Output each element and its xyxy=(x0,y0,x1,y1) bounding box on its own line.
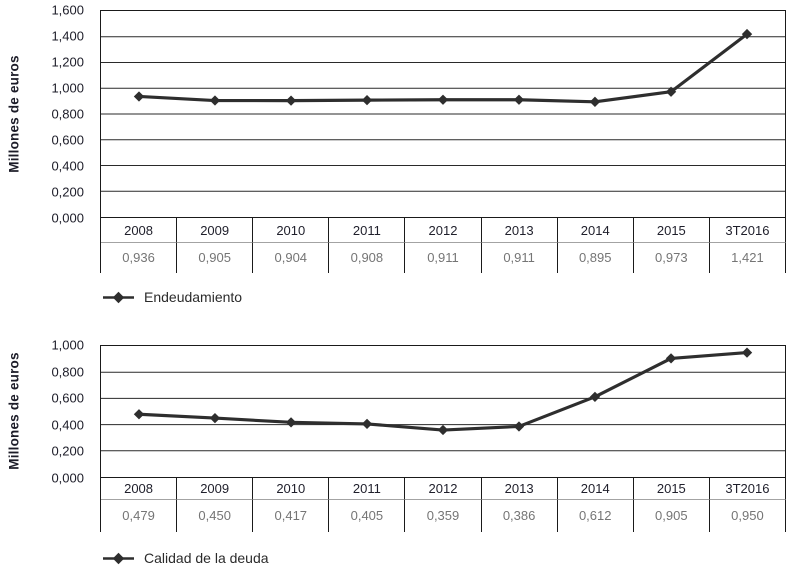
table-year-cell: 2011 xyxy=(329,478,406,500)
y-axis-tick-label: 1,600 xyxy=(51,2,84,18)
y-axis-tick-label: 1,400 xyxy=(51,28,84,44)
table-value-cell: 0,936 xyxy=(101,243,178,273)
table-year-cell: 2010 xyxy=(253,478,330,500)
data-point-marker xyxy=(133,409,145,420)
data-point-marker xyxy=(437,94,449,105)
plot-area xyxy=(100,345,786,478)
series-line xyxy=(137,351,749,432)
table-value-cell: 0,450 xyxy=(177,500,254,532)
legend-diamond-marker-icon xyxy=(103,291,134,303)
table-value-cell: 0,908 xyxy=(329,243,406,273)
table-value-cell: 0,905 xyxy=(634,500,710,532)
table-value-cell: 0,405 xyxy=(329,500,406,532)
table-value-row: 0,936 0,905 0,904 0,908 0,911 0,911 0,895 0,973… xyxy=(101,243,786,273)
line-chart-canvas xyxy=(101,347,785,452)
table-value-cell: 0,895 xyxy=(558,243,634,273)
data-point-marker xyxy=(513,421,525,432)
data-point-marker xyxy=(513,94,525,105)
table-value-cell: 0,973 xyxy=(634,243,710,273)
table-year-cell: 2010 xyxy=(253,218,330,243)
table-year-cell: 2014 xyxy=(557,218,634,243)
data-point-marker xyxy=(133,91,145,102)
table-year-cell: 3T2016 xyxy=(709,218,786,243)
legend-diamond-marker-icon xyxy=(103,552,134,564)
data-point-marker xyxy=(589,391,601,402)
y-axis-tick-label: 0,800 xyxy=(51,106,84,122)
data-point-marker xyxy=(665,86,677,97)
y-axis-tick-label: 0,200 xyxy=(51,443,84,459)
data-table: 2008 2009 2010 2011 2012 2013 2014 2015 3T2016 0… xyxy=(100,218,786,273)
y-axis-tick-label: 0,000 xyxy=(51,210,84,226)
y-axis-tick-labels: 1,000 0,800 0,600 0,400 0,200 0,000 xyxy=(0,0,88,568)
table-value-cell: 0,904 xyxy=(253,243,330,273)
table-value-row: 0,479 0,450 0,417 0,405 0,359 0,386 0,612 0,905… xyxy=(101,500,786,532)
y-axis-tick-label: 0,600 xyxy=(51,132,84,148)
data-point-marker xyxy=(437,424,449,436)
table-value-cell: 0,950 xyxy=(710,500,786,532)
plot-area xyxy=(100,10,786,218)
legend-label: Calidad de la deuda xyxy=(144,550,269,566)
y-axis-tick-label: 0,600 xyxy=(51,390,84,406)
table-year-cell: 2012 xyxy=(405,218,482,243)
table-value-cell: 0,911 xyxy=(482,243,558,273)
data-point-marker xyxy=(209,412,221,424)
table-value-cell: 0,905 xyxy=(177,243,254,273)
data-point-marker xyxy=(361,418,373,430)
y-axis-tick-label: 0,000 xyxy=(51,470,84,486)
legend: Calidad de la deuda xyxy=(103,550,269,566)
table-year-cell: 2009 xyxy=(177,218,254,243)
table-year-cell: 2014 xyxy=(557,478,634,500)
y-axis-tick-labels: 1,600 1,400 1,200 1,000 0,800 0,600 0,400 0,200… xyxy=(0,0,88,568)
table-year-row: 2008 2009 2010 2011 2012 2013 2014 2015 3T2016 xyxy=(101,478,786,500)
table-year-cell: 2015 xyxy=(633,478,710,500)
y-axis-tick-label: 0,800 xyxy=(51,364,84,380)
table-value-cell: 0,359 xyxy=(405,500,482,532)
table-year-cell: 2012 xyxy=(405,478,482,500)
table-year-cell: 2015 xyxy=(633,218,710,243)
table-year-cell: 2013 xyxy=(481,478,558,500)
data-point-marker xyxy=(741,347,753,358)
y-axis-tick-label: 0,200 xyxy=(51,184,84,200)
line-chart-canvas xyxy=(101,28,785,192)
table-year-cell: 2008 xyxy=(101,478,178,500)
y-axis-tick-label: 0,400 xyxy=(51,417,84,433)
table-value-cell: 0,417 xyxy=(253,500,330,532)
data-point-marker xyxy=(361,94,373,106)
table-value-cell: 0,612 xyxy=(558,500,634,532)
data-point-marker xyxy=(665,353,677,364)
table-year-cell: 2013 xyxy=(481,218,558,243)
y-axis-tick-label: 1,200 xyxy=(51,54,84,70)
data-point-marker xyxy=(285,417,297,428)
y-axis-tick-label: 0,400 xyxy=(51,158,84,174)
table-value-cell: 0,479 xyxy=(101,500,178,532)
data-table: 2008 2009 2010 2011 2012 2013 2014 2015 3T2016 0… xyxy=(100,478,786,532)
table-year-row: 2008 2009 2010 2011 2012 2013 2014 2015 3T2016 xyxy=(101,218,786,243)
data-point-marker xyxy=(285,95,297,106)
table-year-cell: 2009 xyxy=(177,478,254,500)
legend: Endeudamiento xyxy=(103,289,242,305)
legend-label: Endeudamiento xyxy=(144,289,243,305)
data-point-marker xyxy=(589,96,601,107)
table-value-cell: 0,911 xyxy=(405,243,482,273)
table-year-cell: 2008 xyxy=(101,218,178,243)
y-axis-tick-label: 1,000 xyxy=(51,337,84,353)
table-year-cell: 2011 xyxy=(329,218,406,243)
table-year-cell: 3T2016 xyxy=(709,478,786,500)
y-axis-tick-label: 1,000 xyxy=(51,80,84,96)
table-value-cell: 0,386 xyxy=(482,500,558,532)
table-value-cell: 1,421 xyxy=(710,243,786,273)
